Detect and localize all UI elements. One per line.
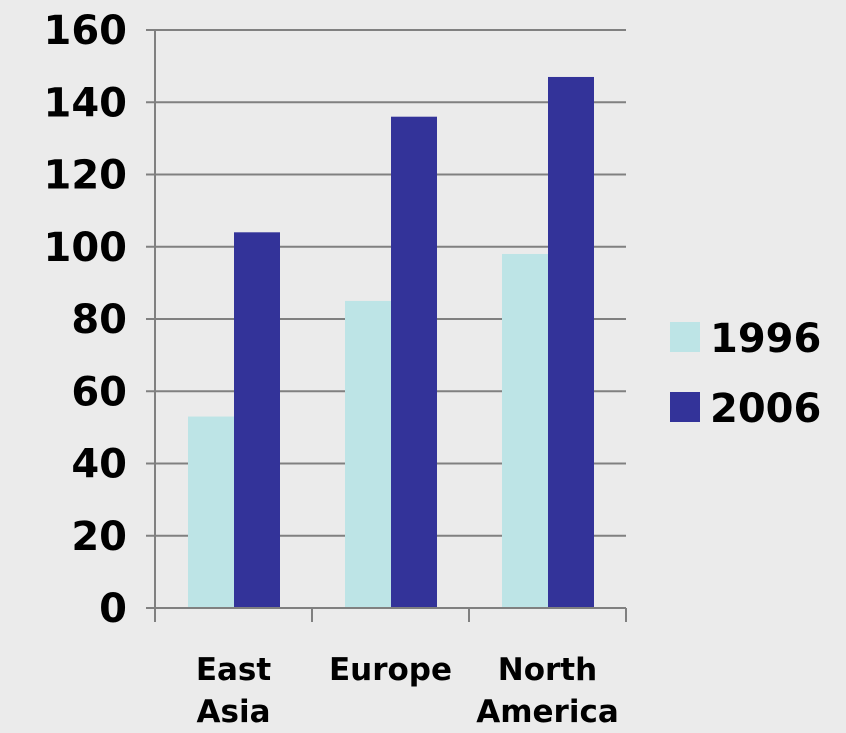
y-tick-label: 120 — [44, 153, 128, 199]
y-tick-label: 60 — [71, 369, 127, 415]
y-tick-label: 0 — [99, 586, 127, 632]
legend: 1996 2006 — [670, 316, 821, 432]
x-category-label-line: East — [196, 652, 272, 688]
bar-1996-1 — [345, 300, 391, 608]
y-tick-labels: 0 20 40 60 80 100 120 140 160 — [44, 8, 128, 632]
bar-2006-1 — [391, 116, 437, 608]
y-tick-label: 40 — [71, 442, 127, 488]
x-category-label-line: America — [476, 694, 619, 730]
bar-1996-0 — [188, 416, 234, 608]
legend-label-2006: 2006 — [710, 386, 821, 432]
bar-2006-0 — [234, 232, 280, 609]
x-category-label: Europe — [329, 652, 452, 688]
bars — [188, 76, 594, 609]
y-tick-label: 160 — [44, 8, 128, 54]
legend-swatch-2006 — [670, 392, 700, 422]
y-tick-label: 100 — [44, 225, 128, 271]
x-category-label-line: Europe — [329, 652, 452, 688]
bar-1996-2 — [502, 253, 548, 608]
y-tick-label: 20 — [71, 514, 127, 560]
bar-2006-2 — [548, 76, 594, 608]
y-tick-label: 140 — [44, 80, 128, 126]
category-labels: East Asia Europe North America — [196, 652, 619, 730]
x-category-label-line: North — [498, 652, 597, 688]
y-tick-label: 80 — [71, 297, 127, 343]
legend-swatch-1996 — [670, 322, 700, 352]
axes — [146, 29, 627, 622]
x-category-label: East Asia — [196, 652, 272, 730]
x-category-label: North America — [476, 652, 619, 730]
x-category-label-line: Asia — [197, 694, 271, 730]
legend-label-1996: 1996 — [710, 316, 821, 362]
